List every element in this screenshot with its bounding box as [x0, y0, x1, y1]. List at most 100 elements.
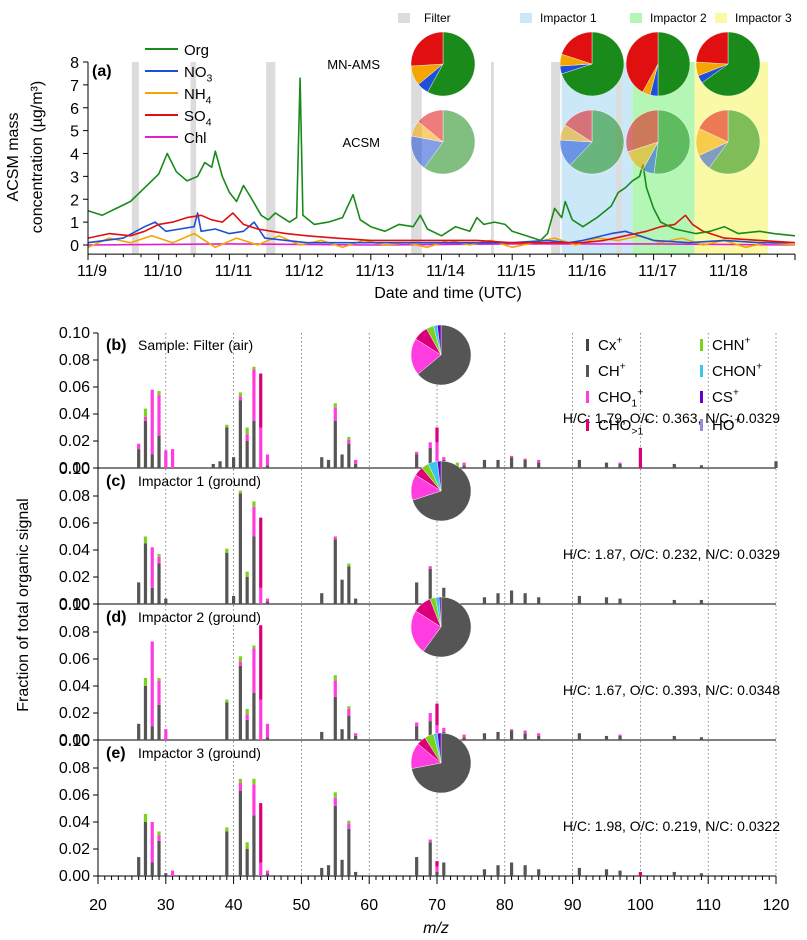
spectrum-panel-b: 0.00 0.02 0.04 0.06 0.08 0.10 (b) Sample: Filte… — [59, 324, 780, 477]
legend-swatch-chn — [700, 339, 703, 351]
x-axis-label: m/z — [423, 920, 449, 937]
y-tick-label: 0.02 — [59, 841, 90, 858]
family-pie — [410, 460, 472, 522]
pie-slice-so4 — [698, 109, 729, 143]
legend-label-no3: NO3 — [184, 64, 213, 85]
bar-segment-ch — [320, 867, 324, 876]
composition-pie-impactor2 — [625, 31, 691, 97]
y-tick-label: 0.00 — [59, 460, 90, 477]
bar-segment-ch — [428, 842, 432, 876]
bar-segment-ch — [245, 719, 249, 740]
bar-segment-cho1 — [333, 797, 337, 806]
bar-segment-ch — [604, 462, 609, 468]
bar-segment-ch — [164, 873, 168, 876]
bar-segment-chn — [238, 656, 242, 662]
bar-segment-cho1 — [259, 427, 263, 468]
period-legend-label-impactor2: Impactor 2 — [650, 11, 707, 25]
bar-segment-ch — [482, 733, 487, 740]
bar-segment-chn — [143, 408, 148, 417]
bar-segment-chn — [245, 571, 249, 577]
bar-segment-cho1 — [259, 587, 263, 604]
bar-segment-ch — [604, 597, 609, 604]
bar-segment-cho1 — [143, 416, 148, 421]
family-pie — [410, 324, 472, 386]
bar-segment-cho1 — [428, 442, 432, 448]
bar-segment-chn — [347, 436, 351, 440]
y-tick-label: 4 — [70, 147, 79, 164]
period-legend-swatch-impactor3 — [715, 13, 727, 23]
bar-segment-ch — [143, 822, 148, 876]
bar-segment-ch — [232, 457, 236, 468]
bar-segment-cho1 — [435, 725, 439, 736]
bar-segment-ch — [354, 735, 358, 740]
bar-segment-chn — [252, 778, 256, 785]
y-tick-label: 0.04 — [59, 814, 90, 831]
bar-segment-ch — [164, 598, 168, 604]
filter-band — [266, 62, 276, 255]
filter-band — [551, 62, 561, 255]
y-tick-label: 0 — [70, 238, 79, 255]
bar-segment-ch — [496, 593, 500, 604]
bar-segment-cho1 — [415, 722, 419, 727]
bar-segment-chn — [333, 403, 337, 408]
y-tick-label: 0.10 — [59, 733, 90, 750]
bar-segment-chn — [245, 708, 249, 715]
bar-segment-ch — [415, 582, 419, 604]
bar-segment-cho1 — [157, 395, 161, 436]
bar-segment-cho1 — [347, 708, 351, 716]
bar-segment-chn — [157, 391, 161, 396]
pie-slice-so4 — [418, 109, 444, 143]
bar-segment-cho1 — [537, 459, 541, 463]
bar-segment-ch — [428, 447, 432, 468]
legend-label-ch: CH+ — [598, 360, 626, 380]
y-tick-label: 0.00 — [59, 732, 90, 749]
pie-slice-so4 — [625, 109, 659, 153]
elemental-ratios: H/C: 1.87, O/C: 0.232, N/C: 0.0329 — [563, 546, 780, 562]
x-tick-label: 11/14 — [426, 263, 465, 280]
elemental-ratios: H/C: 1.79, O/C: 0.363, N/C: 0.0329 — [563, 410, 780, 426]
bar-segment-chn — [252, 501, 256, 507]
y-tick-label: 0.00 — [59, 596, 90, 613]
bar-segment-cho_gt1 — [435, 427, 439, 443]
bar-segment-cho1 — [164, 450, 168, 468]
bar-segment-chn — [225, 699, 229, 703]
bar-segment-cho1 — [238, 396, 242, 401]
composition-pie-impactor3 — [695, 31, 761, 97]
pie-row-label-mn-ams: MN-AMS — [327, 57, 380, 72]
panel-label: (d) — [106, 609, 126, 626]
bar-segment-ch — [347, 715, 351, 740]
bar-segment-ch — [428, 568, 432, 604]
x-tick-label: 11/10 — [143, 263, 182, 280]
bar-segment-chn — [157, 831, 161, 836]
bar-segment-ch — [238, 400, 242, 468]
bar-segment-ch — [340, 454, 344, 468]
y-tick-label: 0.10 — [59, 461, 90, 478]
bar-segment-ch — [672, 599, 676, 604]
family-pie — [410, 596, 472, 658]
legend-label-chl: Chl — [184, 130, 207, 147]
bar-segment-ch — [774, 461, 778, 468]
bar-segment-ch — [225, 552, 229, 604]
bar-segment-cho1 — [245, 434, 249, 441]
series-line-no3 — [87, 212, 795, 244]
x-tick-label: 11/15 — [497, 263, 536, 280]
bar-segment-ch — [218, 461, 222, 468]
bar-segment-ch — [537, 735, 541, 740]
bar-segment-ch — [618, 463, 622, 468]
bar-segment-ch — [245, 441, 249, 468]
bar-segment-ch — [157, 563, 161, 604]
bar-segment-ch — [577, 867, 581, 876]
bar-segment-ch — [442, 862, 446, 876]
x-tick-label: 30 — [157, 897, 175, 914]
bar-segment-cho1 — [435, 866, 439, 872]
bar-segment-ch — [699, 873, 704, 876]
bar-segment-ch — [245, 849, 249, 876]
bar-segment-ch — [252, 815, 256, 876]
x-axis-label: Date and time (UTC) — [374, 285, 522, 302]
bar-segment-chn — [225, 548, 229, 553]
bar-segment-cho1 — [157, 680, 161, 705]
bar-segment-ch — [577, 595, 581, 604]
bar-segment-ch — [577, 459, 581, 468]
mass-spectra-panels: 0.00 0.02 0.04 0.06 0.08 0.10 (b) Sample: Filte… — [15, 324, 789, 937]
bar-segment-ch — [252, 692, 256, 740]
